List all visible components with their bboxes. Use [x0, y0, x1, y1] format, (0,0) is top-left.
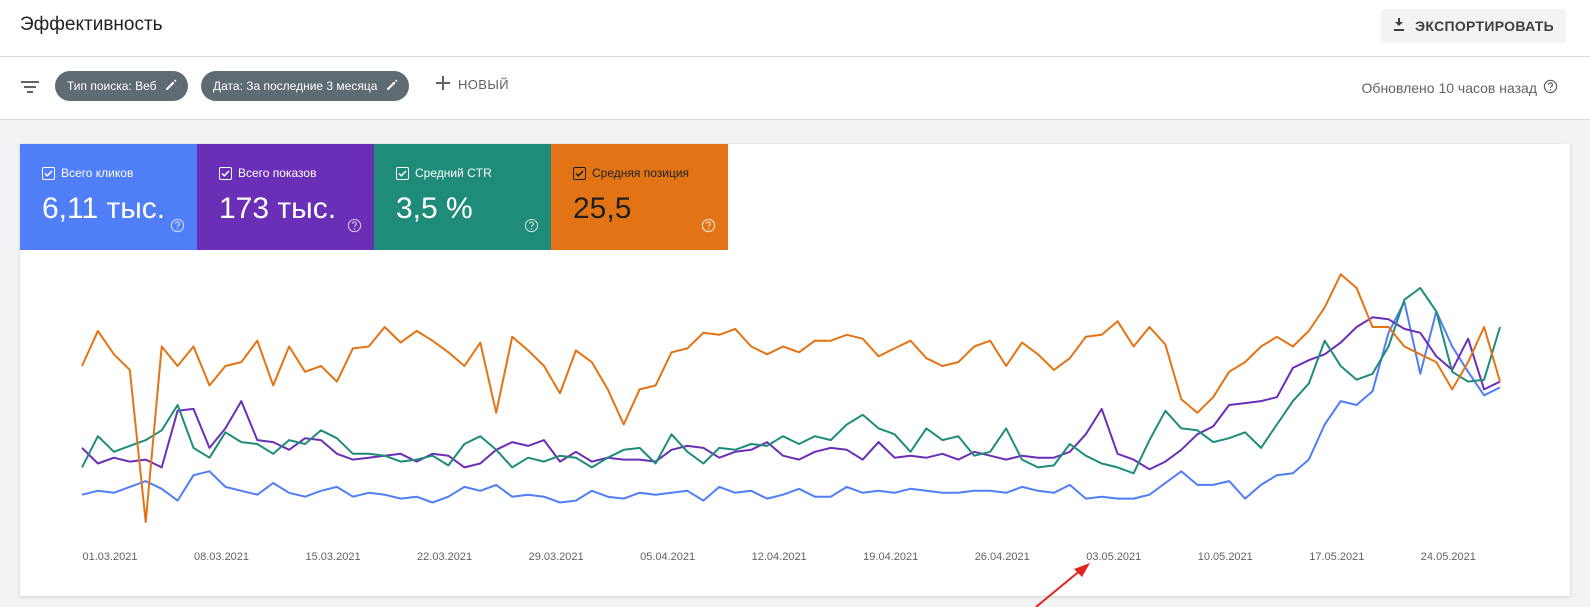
series-line-2	[81, 287, 1501, 475]
export-label: ЭКСПОРТИРОВАТЬ	[1415, 18, 1554, 34]
x-tick-label: 19.04.2021	[863, 551, 918, 563]
metric-label: Всего кликов	[42, 166, 133, 180]
x-tick-label: 05.04.2021	[640, 551, 695, 563]
page-title: Эффективность	[20, 14, 163, 35]
checkbox-icon[interactable]	[42, 166, 55, 180]
top-bar: Эффективность ЭКСПОРТИРОВАТЬ	[0, 0, 1590, 57]
chip-label: Дата: За последние 3 месяца	[213, 79, 378, 93]
metric-value: 3,5 %	[396, 192, 473, 225]
series-line-1	[81, 316, 1501, 471]
checkbox-icon[interactable]	[219, 166, 232, 180]
performance-card: Всего кликов 6,11 тыс. Всего показов 173…	[20, 144, 1570, 596]
annotation-arrow-icon	[1035, 563, 1090, 607]
x-tick-label: 12.04.2021	[752, 551, 807, 563]
checkbox-icon[interactable]	[396, 166, 409, 180]
x-tick-label: 10.05.2021	[1198, 551, 1253, 563]
help-icon[interactable]	[170, 218, 185, 238]
download-icon	[1391, 17, 1407, 36]
metric-label-text: Средний CTR	[415, 166, 492, 180]
metric-label: Средний CTR	[396, 166, 492, 180]
updated-text: Обновлено 10 часов назад	[1361, 80, 1537, 96]
x-tick-label: 17.05.2021	[1309, 551, 1364, 563]
filter-icon[interactable]	[20, 79, 40, 100]
series-line-3	[81, 273, 1501, 523]
metric-label-text: Всего показов	[238, 166, 317, 180]
metric-label-text: Всего кликов	[61, 166, 134, 180]
new-filter-button[interactable]: НОВЫЙ	[436, 76, 509, 93]
x-tick-label: 03.05.2021	[1086, 551, 1141, 563]
pencil-icon[interactable]	[164, 78, 178, 95]
new-filter-label: НОВЫЙ	[458, 77, 510, 92]
metric-label: Средняя позиция	[573, 166, 689, 180]
updated-status: Обновлено 10 часов назад	[1362, 79, 1558, 97]
date-chip[interactable]: Дата: За последние 3 месяца	[201, 71, 410, 101]
pencil-icon[interactable]	[385, 78, 399, 95]
export-button[interactable]: ЭКСПОРТИРОВАТЬ	[1381, 9, 1566, 43]
metric-total-impressions[interactable]: Всего показов 173 тыс.	[197, 144, 374, 250]
x-tick-label: 01.03.2021	[82, 551, 137, 563]
x-tick-label: 26.04.2021	[975, 551, 1030, 563]
metric-value: 25,5	[573, 192, 632, 225]
x-tick-label: 08.03.2021	[194, 551, 249, 563]
help-icon[interactable]	[347, 218, 362, 238]
metric-average-position[interactable]: Средняя позиция 25,5	[551, 144, 728, 250]
series-line-0	[81, 300, 1501, 504]
metric-label: Всего показов	[219, 166, 316, 180]
metric-value: 6,11 тыс.	[42, 192, 166, 225]
chip-label: Тип поиска: Веб	[67, 79, 157, 93]
metric-average-ctr[interactable]: Средний CTR 3,5 %	[374, 144, 551, 250]
search-type-chip[interactable]: Тип поиска: Веб	[55, 71, 189, 101]
filter-bar: Тип поиска: Веб Дата: За последние 3 мес…	[0, 57, 1590, 120]
plus-icon	[436, 76, 450, 93]
help-icon[interactable]	[701, 218, 716, 238]
help-icon[interactable]	[524, 218, 539, 238]
x-tick-label: 15.03.2021	[306, 551, 361, 563]
metric-label-text: Средняя позиция	[592, 166, 690, 180]
metric-value: 173 тыс.	[219, 192, 337, 225]
x-tick-label: 22.03.2021	[417, 551, 472, 563]
checkbox-icon[interactable]	[573, 166, 586, 180]
metric-tiles: Всего кликов 6,11 тыс. Всего показов 173…	[20, 144, 728, 250]
x-tick-label: 29.03.2021	[529, 551, 584, 563]
x-tick-label: 24.05.2021	[1421, 551, 1476, 563]
metric-total-clicks[interactable]: Всего кликов 6,11 тыс.	[20, 144, 197, 250]
help-icon[interactable]	[1543, 79, 1558, 97]
performance-line-chart: 01.03.2021 08.03.2021 15.03.2021 22.03.2021…	[81, 273, 1501, 563]
